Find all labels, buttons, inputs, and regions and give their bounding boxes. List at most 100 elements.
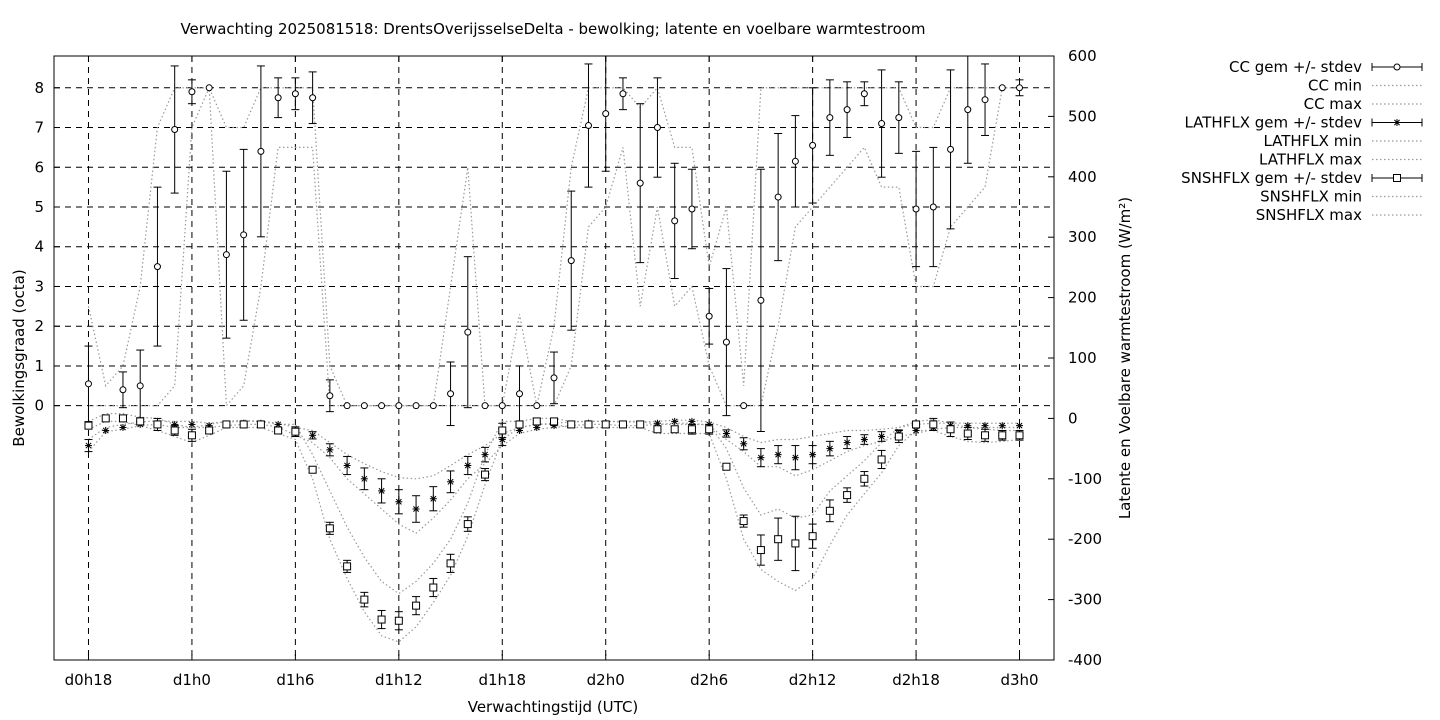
x-tick-label: d1h6 (276, 671, 314, 689)
lathflx-gem-stdev-point (102, 426, 110, 434)
snshflx-gem-stdev-point (412, 601, 421, 610)
cc-gem-stdev-point (481, 402, 489, 410)
y2-tick-label: 0 (1068, 409, 1078, 427)
snshflx-max-line (88, 413, 1020, 595)
lathflx-min-line (88, 422, 1020, 534)
lathflx-gem-stdev-point (447, 478, 455, 486)
legend-label: LATHFLX max (1259, 151, 1362, 169)
cc-gem-stdev-point (964, 106, 972, 114)
y-tick-label: 5 (34, 198, 44, 216)
legend-label: SNSHFLX max (1256, 206, 1362, 224)
snshflx-gem-stdev-point (843, 491, 852, 500)
y2-tick-label: -200 (1068, 530, 1102, 548)
snshflx-gem-stdev-point (343, 562, 352, 571)
lathflx-gem-stdev-point (671, 417, 679, 425)
y2-tick-label: 500 (1068, 107, 1097, 125)
asterisk-stroke (275, 421, 282, 428)
asterisk-stroke (378, 487, 385, 494)
asterisk-stroke (1016, 422, 1023, 429)
lathflx-gem-stdev-point (688, 417, 696, 425)
asterisk-stroke (85, 442, 92, 449)
snshflx-gem-stdev-point (153, 420, 162, 429)
cc-gem-stdev-point (653, 124, 661, 132)
cc-gem-stdev-point (360, 402, 368, 410)
snshflx-gem-stdev-point (394, 616, 403, 625)
x-tick-label: d1h0 (173, 671, 211, 689)
asterisk-stroke (430, 495, 437, 502)
asterisk-stroke (844, 439, 851, 446)
series-markers (84, 55, 1024, 631)
cc-gem-stdev-point (774, 193, 782, 201)
y-tick-label: 0 (34, 397, 44, 415)
chart-title: Verwachting 2025081518: DrentsOverijssel… (180, 20, 925, 38)
snshflx-gem-stdev-point (429, 583, 438, 592)
cc-gem-stdev-point (498, 402, 506, 410)
cc-gem-stdev-point (274, 94, 282, 102)
cc-gem-stdev-point (929, 203, 937, 211)
asterisk-stroke (447, 478, 454, 485)
cc-gem-stdev-point (533, 402, 541, 410)
snshflx-gem-stdev-point (739, 517, 748, 526)
legend-marker-snshflx-gem-stdev (1393, 174, 1401, 182)
y-axis-label: Bewolkingsgraad (octa) (10, 269, 28, 446)
snshflx-gem-stdev-point (205, 426, 214, 435)
lathflx-gem-stdev-point (981, 422, 989, 430)
asterisk-stroke (913, 427, 920, 434)
asterisk-stroke (464, 462, 471, 469)
snshflx-gem-stdev-point (705, 425, 714, 434)
y2-axis-label: Latente en Voelbare warmtestroom (W/m²) (1116, 197, 1134, 519)
cc-gem-stdev-point (171, 126, 179, 134)
y-tick-label: 2 (34, 317, 44, 335)
asterisk-stroke (1394, 119, 1400, 126)
cc-gem-stdev-point (1016, 84, 1024, 92)
asterisk-stroke (809, 451, 816, 458)
lathflx-gem-stdev-point (84, 442, 92, 450)
x-tick-label: d2h18 (892, 671, 940, 689)
cc-gem-stdev-point (136, 382, 144, 390)
y2-tick-label: 600 (1068, 47, 1097, 65)
lathflx-gem-stdev-point (171, 420, 179, 428)
cc-gem-stdev-point (636, 179, 644, 187)
cc-gem-stdev-point (550, 374, 558, 382)
snshflx-gem-stdev-point (998, 431, 1007, 440)
lathflx-gem-stdev-point (998, 422, 1006, 430)
cc-gem-stdev-point (895, 114, 903, 122)
legend-label: SNSHFLX min (1260, 188, 1362, 206)
asterisk-stroke (171, 421, 178, 428)
cc-gem-stdev-point (464, 328, 472, 336)
asterisk-stroke (671, 418, 678, 425)
snshflx-gem-stdev-point (670, 425, 679, 434)
snshflx-gem-stdev-point (170, 426, 179, 435)
cc-gem-stdev-point (826, 114, 834, 122)
asterisk-stroke (826, 445, 833, 452)
asterisk-stroke (482, 451, 489, 458)
snshflx-gem-stdev-point (653, 425, 662, 434)
y-tick-label: 6 (34, 158, 44, 176)
axis-ticks: d0h18 d1h0 d1h6 d1h12 d1h18 d2h0 d2h6 d2h12 d2h1… (34, 47, 1102, 689)
cc-gem-stdev-point (222, 251, 230, 259)
snshflx-gem-stdev-point (877, 455, 886, 464)
asterisk-stroke (999, 422, 1006, 429)
snshflx-gem-stdev-point (187, 431, 196, 440)
lathflx-gem-stdev-point (395, 498, 403, 506)
asterisk-stroke (775, 451, 782, 458)
cc-gem-stdev-point (722, 338, 730, 346)
snshflx-gem-stdev-point (860, 474, 869, 483)
cc-gem-stdev-point (412, 402, 420, 410)
snshflx-gem-stdev-point (481, 470, 490, 479)
asterisk-stroke (361, 475, 368, 482)
snshflx-gem-stdev-point (808, 532, 817, 541)
cc-gem-stdev-point (119, 386, 127, 394)
y-tick-label: 3 (34, 277, 44, 295)
lathflx-gem-stdev-point (360, 475, 368, 483)
asterisk-stroke (757, 454, 764, 461)
legend-label: CC min (1308, 77, 1362, 95)
lathflx-gem-stdev-point (860, 436, 868, 444)
lathflx-gem-stdev-point (722, 430, 730, 437)
asterisk-stroke (792, 454, 799, 461)
cc-gem-stdev-point (809, 141, 817, 149)
x-tick-label: d2h0 (587, 671, 625, 689)
y2-tick-label: 200 (1068, 289, 1097, 307)
asterisk-stroke (516, 427, 523, 434)
